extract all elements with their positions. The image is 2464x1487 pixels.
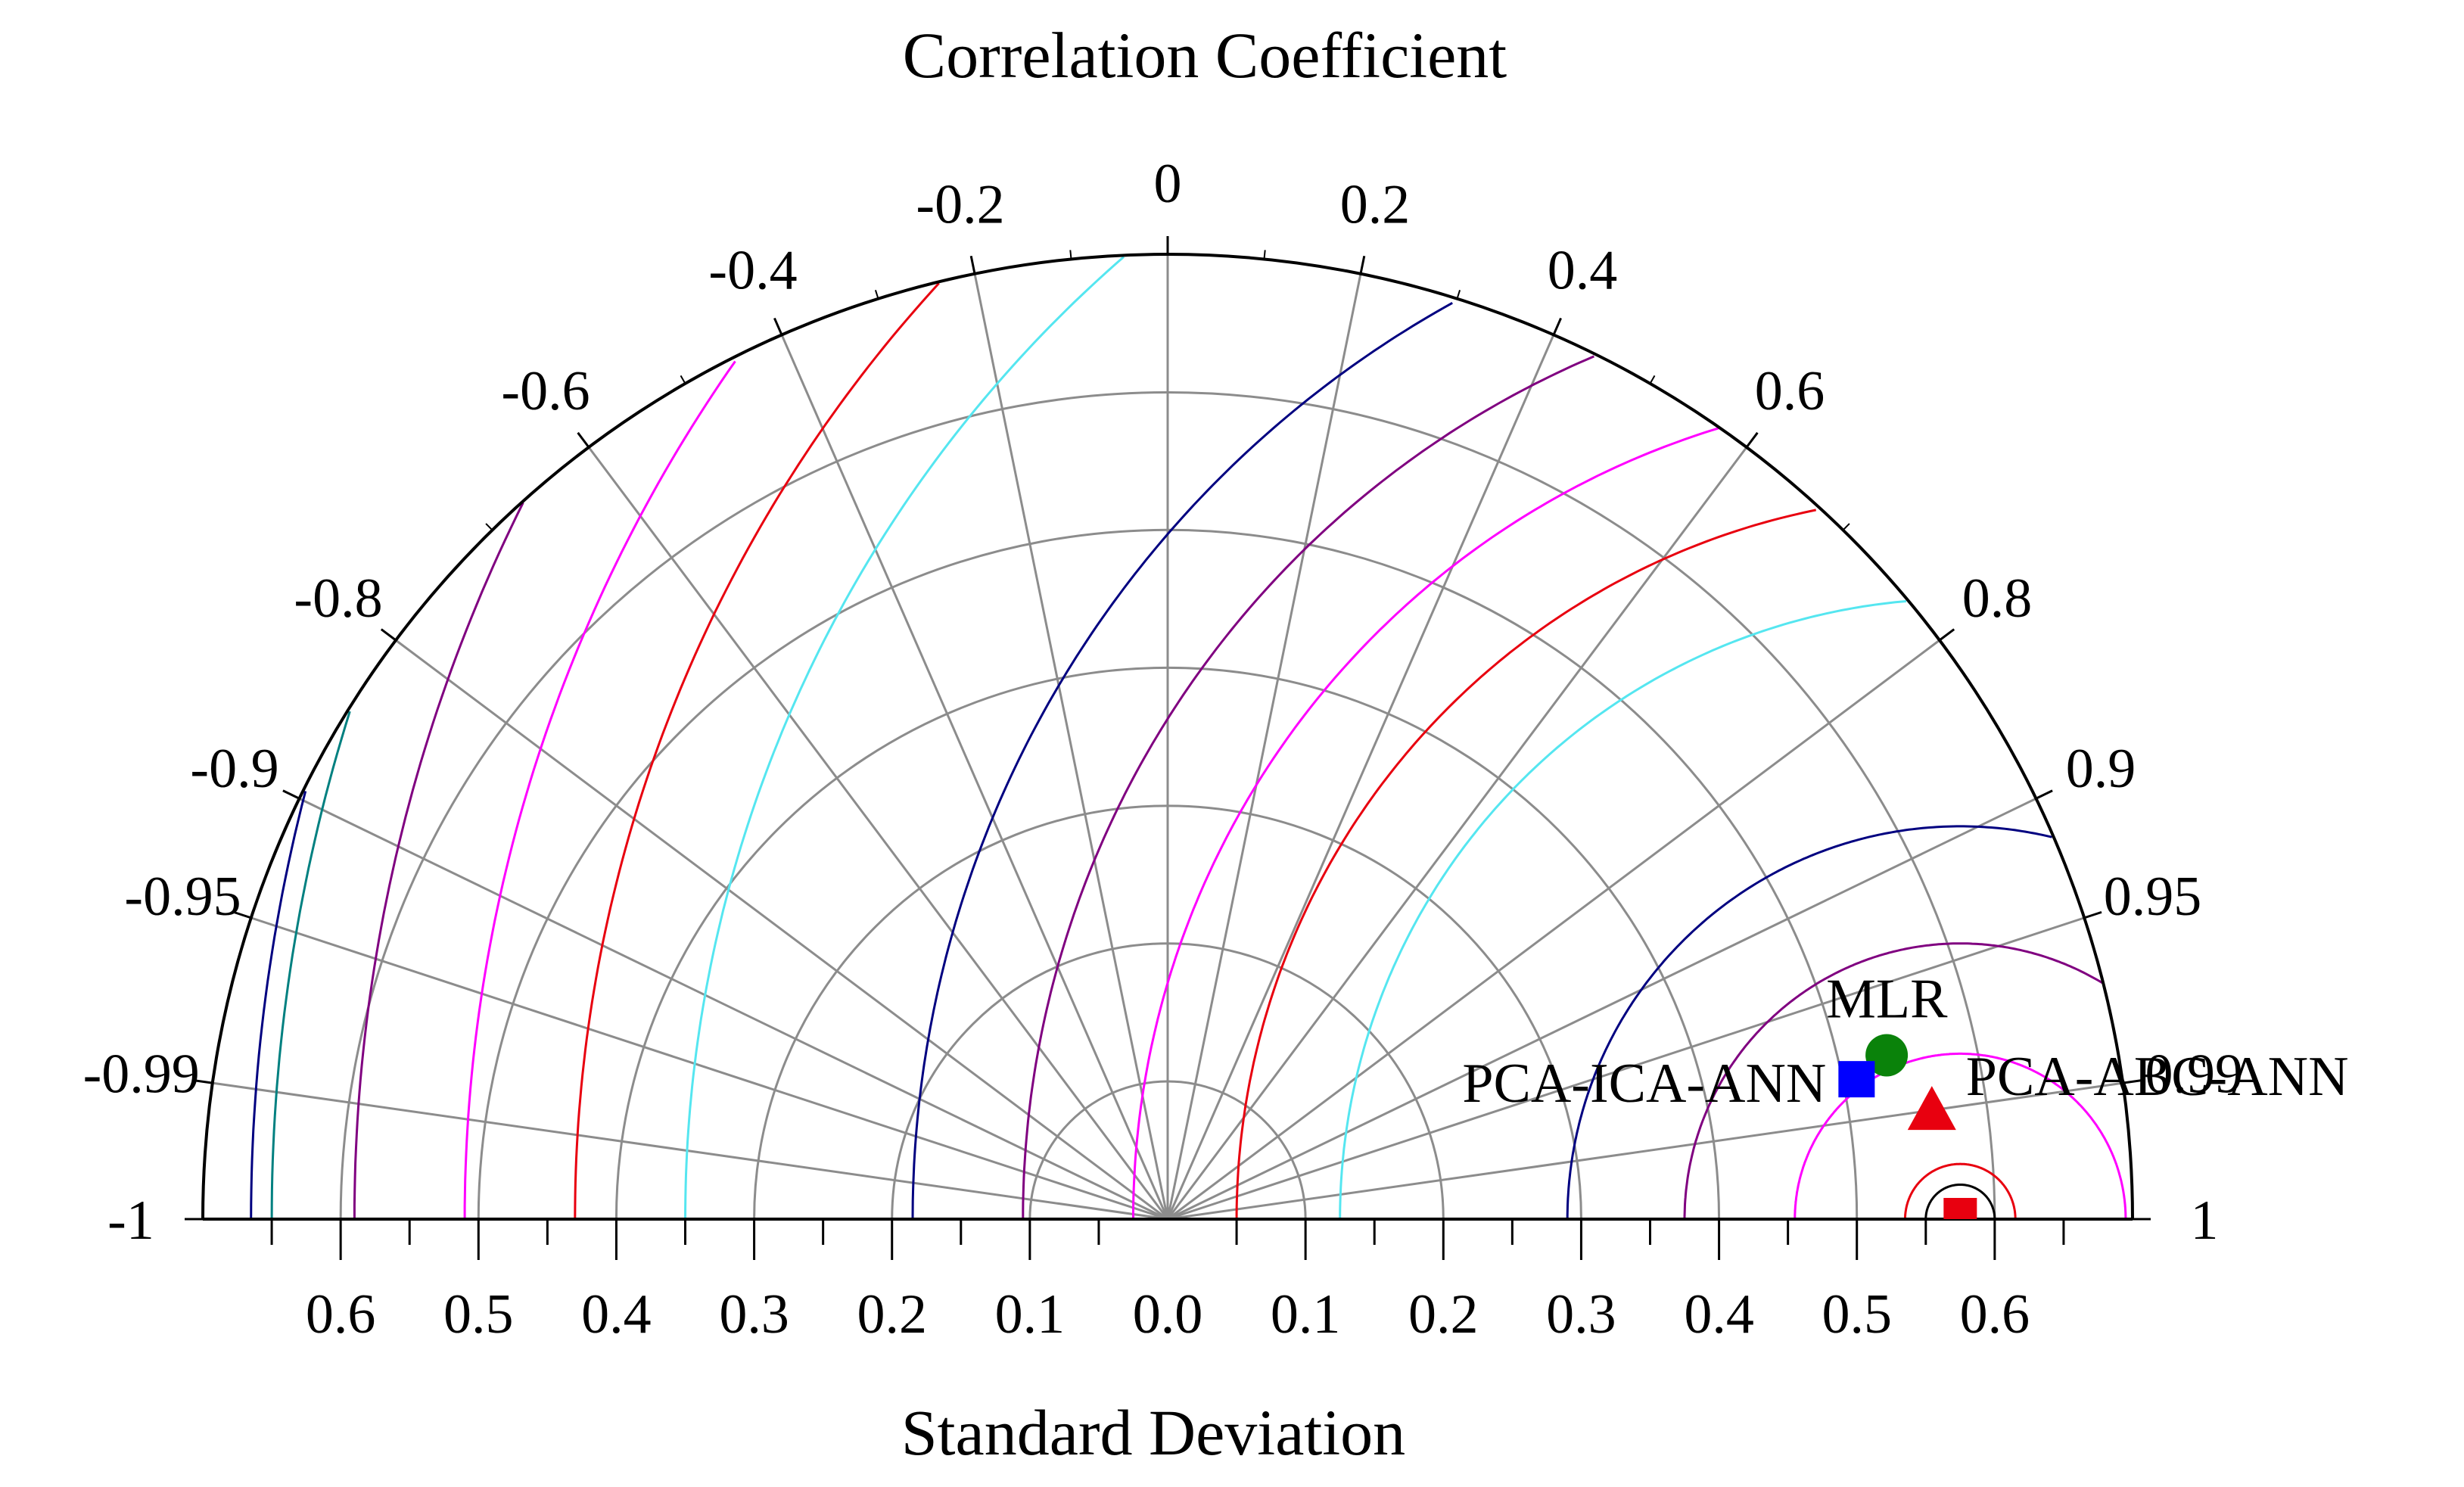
correlation-tick-label: -0.9 [190,738,278,800]
correlation-tick-label: -0.99 [83,1044,200,1106]
correlation-tick-label: 0.4 [1548,239,1618,301]
pca-abc-ann-marker [1907,1086,1956,1131]
correlation-minor-tick [291,794,300,800]
rms-contour [1794,1052,2127,1219]
rms-contour [684,256,1125,1220]
correlation-minor-tick [2036,794,2045,800]
outer-arc [201,253,2134,1220]
pca-abc-ann-label: PCA-ABC-ANN [1966,1046,2349,1108]
correlation-tick-label: -0.2 [916,174,1004,236]
rms-contour [270,711,351,1220]
rms-contour [353,502,524,1219]
correlation-tick-label: 0.6 [1755,360,1825,422]
std-tick-label: 0.1 [1271,1283,1341,1345]
std-tick-label: 0.6 [1960,1283,2030,1345]
correlation-grid-line [587,446,1169,1220]
correlation-minor-tick [1069,250,1072,260]
correlation-tick-label: -0.6 [501,360,590,422]
correlation-grid-line [1167,1081,2123,1221]
correlation-tick [2123,1079,2142,1084]
correlation-minor-tick [582,439,590,448]
frame-layer [185,236,2151,1260]
std-zero-label: 0.0 [1133,1283,1203,1345]
correlation-tick-label: 0 [1154,153,1182,215]
rms-contour [911,301,1453,1220]
std-tick-label: 0.6 [306,1283,376,1345]
correlation-minor-tick [485,523,493,531]
correlation-grid-line [298,797,1168,1221]
pca-ica-ann-marker [1838,1061,1875,1098]
correlation-tick-label: 0.9 [2066,738,2136,800]
correlation-minor-tick [777,326,782,335]
rms-contour [1022,355,1594,1219]
correlation-minor-tick [1553,326,1558,335]
correlation-grid-line [780,334,1169,1220]
correlation-grid-line [1167,797,2037,1221]
correlation-tick-label: 0.2 [1340,174,1411,236]
correlation-tick [194,1079,213,1084]
reference-marker [1943,1198,1977,1219]
rms-contour [1235,509,1817,1219]
rms-contour [250,791,307,1220]
correlation-minor-tick [1842,523,1850,531]
std-tick-label: 0.5 [443,1283,514,1345]
correlation-grid-line [1166,446,1748,1220]
correlation-tick [233,910,252,919]
correlation-minor-tick [874,289,879,300]
correlation-tick-label: -1 [107,1190,154,1252]
std-tick-label: 0.3 [1546,1283,1616,1345]
correlation-grid-line [395,639,1168,1221]
rms-contour [463,360,736,1219]
mlr-marker [1865,1034,1909,1077]
grid-layer [212,254,2123,1221]
correlation-tick-label: 0.8 [1962,568,2033,630]
rms-contour-layer [250,256,2127,1220]
correlation-tick-label: -0.95 [124,866,241,928]
correlation-grid-line [212,1081,1168,1221]
correlation-minor-tick [1649,375,1656,384]
correlation-minor-tick [680,375,686,384]
std-tick-label: 0.3 [719,1283,789,1345]
correlation-minor-tick [1456,289,1461,300]
rms-contour [574,282,940,1220]
std-tick-label: 0.4 [581,1283,652,1345]
correlation-tick-label: 0.95 [2104,866,2202,928]
correlation-grid-line [1167,916,2085,1221]
std-tick-label: 0.2 [857,1283,927,1345]
correlation-tick-label: -0.4 [708,239,797,301]
chart-title: Correlation Coefficient [903,19,1507,92]
correlation-tick-label: 0.99 [2145,1044,2244,1106]
correlation-grid-line [1167,639,1940,1221]
x-axis-title: Standard Deviation [901,1396,1405,1469]
std-tick-label: 0.4 [1684,1283,1754,1345]
rms-contour [1132,427,1719,1219]
correlation-grid-line [250,916,1168,1221]
rms-contour [1566,825,2052,1219]
correlation-minor-tick [387,633,397,641]
correlation-tick [2083,910,2102,919]
rms-contour [1924,1184,1996,1219]
correlation-minor-tick [1360,264,1364,274]
correlation-tick-label: 1 [2191,1190,2219,1252]
std-tick-label: 0.2 [1408,1283,1479,1345]
correlation-grid-line [1166,334,1555,1220]
rms-contour [1683,942,2103,1219]
correlation-tick-label: -0.8 [294,568,382,630]
correlation-minor-tick [1939,633,1948,641]
mlr-label: MLR [1826,968,1948,1030]
correlation-minor-tick [972,264,975,274]
rms-contour [1904,1162,2017,1219]
std-tick-label: 0.5 [1822,1283,1892,1345]
std-zero-label: 0.0 [1133,1283,1203,1345]
label-layer: -1 -0.99 -0.95 -0.9 -0.8 -0.6 -0.4 -0.2 0 0.2 0.4 0… [83,153,2349,1345]
correlation-grid-line [1166,273,1362,1220]
correlation-grid-line [973,273,1169,1220]
rms-contour [1339,600,1907,1219]
data-point-layer [1838,1034,1977,1219]
correlation-minor-tick [1746,439,1753,448]
pca-ica-ann-label: PCA-ICA-ANN [1462,1053,1826,1115]
std-tick-label: 0.1 [995,1283,1066,1345]
